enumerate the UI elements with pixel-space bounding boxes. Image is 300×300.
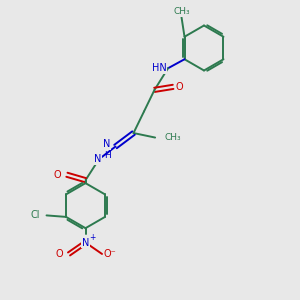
- Text: CH₃: CH₃: [173, 7, 190, 16]
- Text: O: O: [176, 82, 184, 92]
- Text: H: H: [104, 151, 111, 160]
- Text: CH₃: CH₃: [164, 133, 181, 142]
- Text: +: +: [89, 232, 95, 242]
- Text: O: O: [56, 249, 64, 259]
- Text: O⁻: O⁻: [103, 249, 116, 259]
- Text: N: N: [94, 154, 101, 164]
- Text: N: N: [103, 139, 110, 149]
- Text: Cl: Cl: [30, 210, 40, 220]
- Text: HN: HN: [152, 63, 167, 73]
- Text: O: O: [53, 170, 61, 180]
- Text: N: N: [82, 238, 89, 248]
